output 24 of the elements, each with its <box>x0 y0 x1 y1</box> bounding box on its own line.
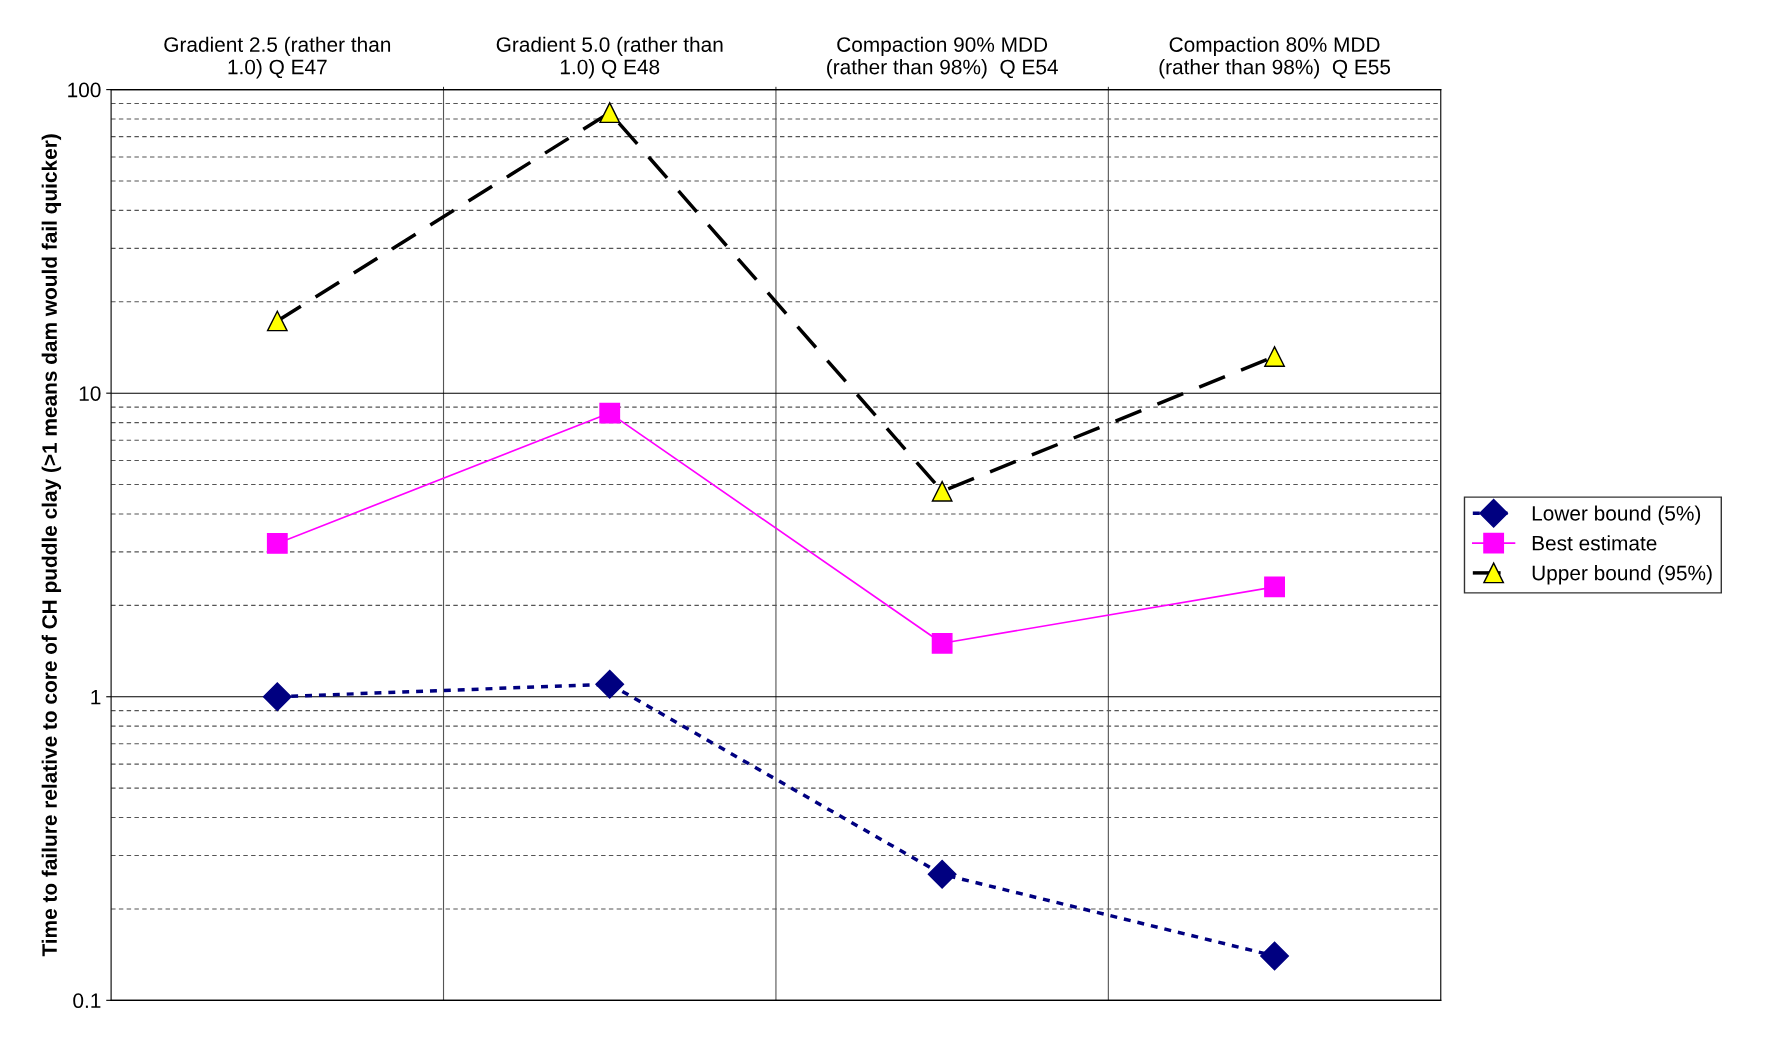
legend-label: Best estimate <box>1532 535 1657 551</box>
point <box>1264 576 1285 598</box>
x-tick-label: Gradient 5.0 (rather than 1.0) Q E48 <box>496 36 723 79</box>
point <box>599 102 621 124</box>
point <box>599 402 621 424</box>
point <box>266 532 288 554</box>
point <box>1260 941 1290 971</box>
point <box>927 859 957 889</box>
point <box>931 632 953 654</box>
legend-label: Lower bound (5%) <box>1532 505 1701 525</box>
legend-label: Upper bound (95%) <box>1532 565 1712 585</box>
x-tick-label: Compaction 90% MDD (rather than 98%) Q E54 <box>827 36 1058 79</box>
x-tick-label: Compaction 80% MDD (rather than 98%) Q E55 <box>1159 36 1391 79</box>
point <box>266 310 288 332</box>
point <box>931 480 953 502</box>
y-tick-label: 1 <box>91 689 101 705</box>
point <box>595 669 625 699</box>
point <box>262 682 292 712</box>
y-tick-label: 100 <box>68 82 101 98</box>
point <box>1264 346 1285 367</box>
y-axis-title: Time to failure relative to core of CH puddle clay (>1 means dam would fail quicker) <box>41 134 62 957</box>
x-tick-label: Gradient 2.5 (rather than 1.0) Q E47 <box>164 36 391 79</box>
y-tick-label: 0.1 <box>73 993 101 1009</box>
y-tick-label: 10 <box>79 386 101 401</box>
